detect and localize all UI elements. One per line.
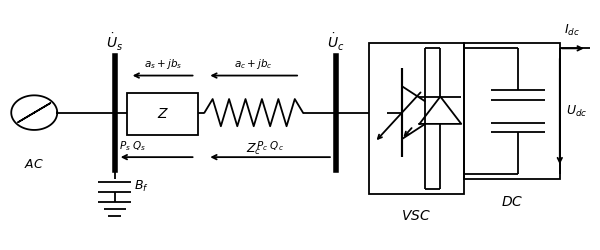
Text: $Z$: $Z$ bbox=[157, 107, 169, 121]
Bar bbox=[127, 93, 199, 135]
Text: $I_{dc}$: $I_{dc}$ bbox=[564, 23, 580, 38]
Text: $a_c+jb_c$: $a_c+jb_c$ bbox=[235, 56, 273, 70]
Text: $P_c\ Q_c$: $P_c\ Q_c$ bbox=[256, 140, 284, 153]
Text: $VSC$: $VSC$ bbox=[401, 210, 431, 224]
Bar bbox=[368, 44, 464, 194]
Text: $Z_c$: $Z_c$ bbox=[246, 142, 262, 158]
Text: $DC$: $DC$ bbox=[501, 195, 523, 209]
Text: $P_s\ Q_s$: $P_s\ Q_s$ bbox=[119, 140, 146, 153]
Text: $AC$: $AC$ bbox=[24, 158, 44, 171]
Text: $a_s+jb_s$: $a_s+jb_s$ bbox=[143, 56, 182, 70]
Bar bbox=[464, 44, 560, 180]
Text: $\dot{U}_c$: $\dot{U}_c$ bbox=[327, 32, 344, 53]
Text: $U_{dc}$: $U_{dc}$ bbox=[566, 104, 587, 119]
Text: $B_f$: $B_f$ bbox=[134, 179, 149, 194]
Text: $\dot{U}_s$: $\dot{U}_s$ bbox=[106, 32, 124, 53]
